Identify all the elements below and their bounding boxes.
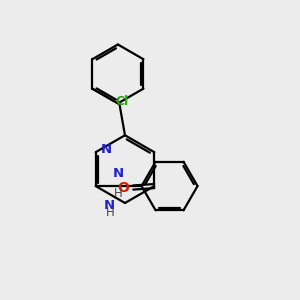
Text: H: H <box>106 206 115 219</box>
Text: O: O <box>118 181 130 194</box>
Text: N: N <box>101 143 112 156</box>
Text: N: N <box>113 167 124 180</box>
Text: N: N <box>103 199 115 212</box>
Text: H: H <box>114 187 123 200</box>
Text: Cl: Cl <box>116 95 129 108</box>
